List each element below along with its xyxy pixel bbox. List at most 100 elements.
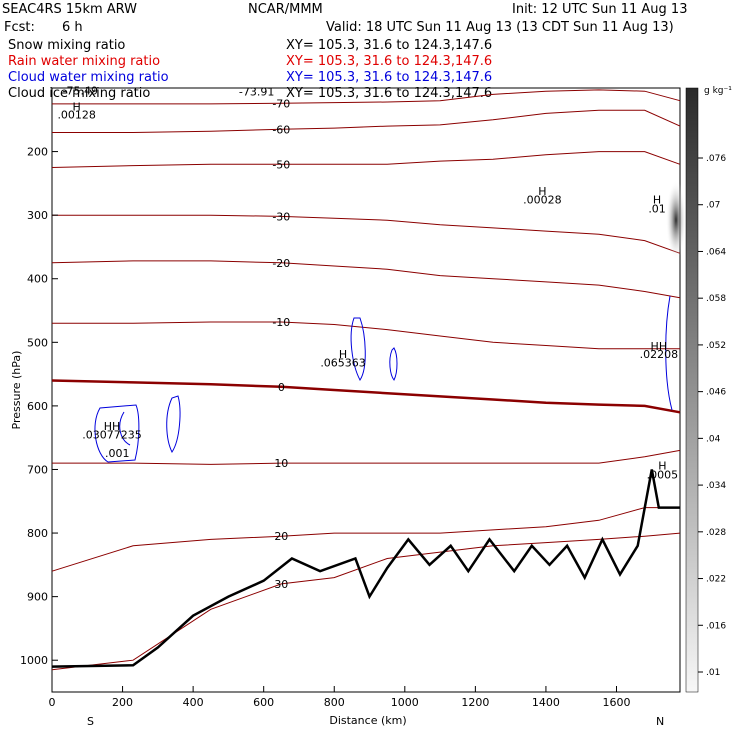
cloud-water-contour [94,404,140,463]
isotherm-label: -50 [272,158,290,171]
cloud-contour-layer [94,295,673,463]
y-tick-label: 200 [27,146,48,159]
field-xy: XY= 105.3, 31.6 to 124.3,147.6 [286,38,492,53]
isotherm-line [51,151,681,168]
terrain-line [51,469,680,668]
isotherm-line [52,449,681,465]
colorbar-tick-label: .01 [706,668,720,678]
field-name: Snow mixing ratio [8,38,125,53]
y-tick-label: 600 [27,400,48,413]
contour-annotation: -75.49 [62,84,97,97]
contour-annotation: .02208 [640,348,679,361]
isotherm-label: 10 [274,457,288,470]
isotherm-line [52,109,681,133]
field-xy: XY= 105.3, 31.6 to 124.3,147.6 [286,70,492,85]
isotherm-line [51,532,681,671]
contour-annotation: .065363 [320,356,366,369]
contour-annotation: .0005 [647,468,679,481]
left-endpoint-label: S [87,715,94,728]
isotherm-line [51,379,681,414]
colorbar-tick-label: .076 [706,154,726,164]
cloud-water-contour [665,295,673,411]
fcst-label: Fcst: [4,20,35,35]
isotherm-label: -60 [272,123,290,136]
colorbar-tick-label: .058 [706,294,726,304]
x-axis-title: Distance (km) [329,714,406,727]
cloud-water-contour [389,347,398,381]
isotherm-label: 30 [274,578,288,591]
x-tick-label: 600 [253,696,274,709]
colorbar-tick-label: .016 [706,621,726,631]
x-tick-label: 400 [183,696,204,709]
colorbar [685,87,699,693]
colorbar-tick-label: .04 [706,434,721,444]
model-title: SEAC4RS 15km ARW [2,2,137,17]
isotherm-label: -30 [272,210,290,223]
contour-annotation: HH [651,340,668,353]
cloud-water-contour [119,411,131,446]
contour-annotation: .03077235 [82,428,142,441]
colorbar-unit: g kg⁻¹ [704,86,732,96]
x-tick-label: 1400 [532,696,560,709]
field-name: Rain water mixing ratio [8,54,160,69]
contour-annotation: H [73,100,81,113]
contour-annotation: H [538,185,546,198]
x-tick-label: 1600 [602,696,630,709]
x-tick-label: 1000 [391,696,419,709]
init-label: Init: 12 UTC Sun 11 Aug 13 [512,2,687,17]
isotherm-line [52,321,680,350]
colorbar-tick-label: .034 [706,481,726,491]
contour-annotation: .00028 [523,194,562,207]
field-name: Cloud water mixing ratio [8,70,169,85]
y-tick-label: 700 [27,463,48,476]
field-xy: XY= 105.3, 31.6 to 124.3,147.6 [286,54,492,69]
isotherm-line [52,89,681,105]
contour-annotation: -73.91 [239,86,274,99]
x-tick-label: 1200 [461,696,489,709]
y-tick-label: 400 [27,273,48,286]
isotherm-label: 20 [274,530,288,543]
terrain-layer [51,469,680,668]
isotherm-line [52,214,681,254]
x-tick-label: 200 [112,696,133,709]
field-legend: Snow mixing ratio XY= 105.3, 31.6 to 124.… [8,38,492,101]
contour-annotation: H [653,194,661,207]
colorbar-tick-label: .052 [706,341,726,351]
field-name: Cloud ice mixing ratio [8,86,150,101]
colorbar-ticks: .076 .07 .064 .058 .052 .046 .04 .034 .028 .022 .0… [698,154,726,678]
colorbar-tick-label: .046 [706,388,726,398]
contour-annotation: .01 [648,203,666,216]
colorbar-tick-label: .028 [706,528,726,538]
contour-annotation: H [658,459,666,472]
contour-annotation: .001 [105,447,130,460]
colorbar-tick-label: .064 [706,247,726,257]
colorbar-tick-label: .07 [706,201,720,211]
contour-annotation: HH [104,420,121,433]
cloud-water-contour [166,395,181,453]
isotherm-line [51,507,680,572]
center-label: NCAR/MMM [248,2,323,17]
isotherm-label: -70 [272,97,290,110]
cloud-water-contour [350,317,366,381]
right-endpoint-label: N [656,715,664,728]
x-tick-label: 0 [49,696,56,709]
y-tick-label: 500 [27,336,48,349]
isotherm-label: 0 [278,381,285,394]
contour-annotation: H [339,348,347,361]
plot-frame [51,87,681,693]
fcst-value: 6 h [62,20,83,35]
axes-layer: 0 200 400 600 800 1000 1200 1400 160010009008007… [20,146,630,709]
y-tick-label: 1000 [20,654,48,667]
contour-annotation: .00128 [57,109,96,122]
isotherm-line [51,260,681,299]
colorbar-tick-label: .022 [706,575,726,585]
valid-label: Valid: 18 UTC Sun 11 Aug 13 (13 CDT Sun … [326,20,674,35]
y-tick-label: 800 [27,527,48,540]
isotherm-label: -10 [272,316,290,329]
x-tick-label: 800 [324,696,345,709]
field-xy: XY= 105.3, 31.6 to 124.3,147.6 [286,86,492,101]
isotherm-layer: 30 20 10 0 -10 -20 -30 -50 -60 -70 [51,89,681,671]
y-tick-label: 900 [27,591,48,604]
